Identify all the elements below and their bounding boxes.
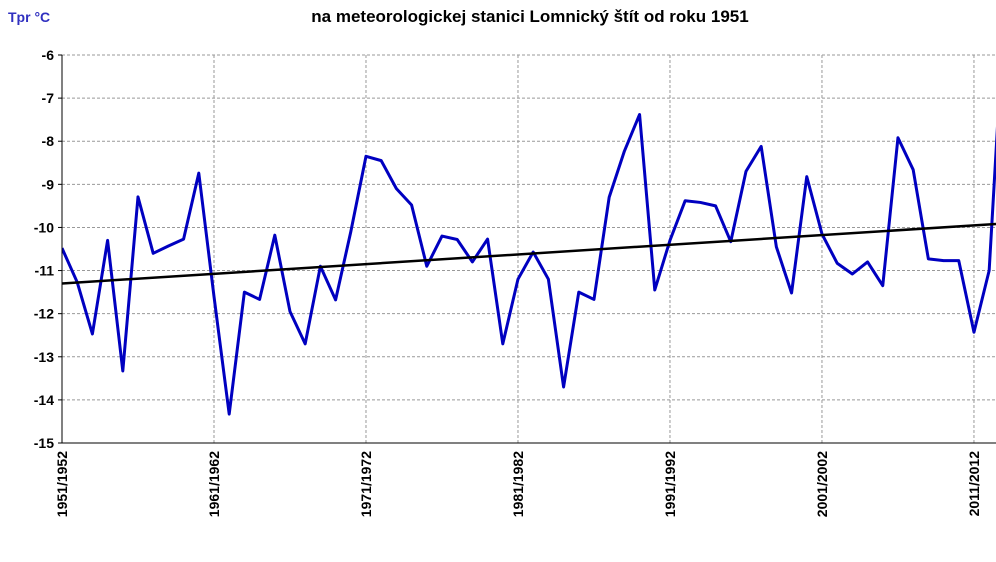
y-tick-label: -9 (42, 176, 55, 192)
x-tick-label: 1981/1982 (510, 451, 526, 517)
trend-line (62, 222, 996, 285)
grid (62, 54, 996, 444)
y-tick-label: -10 (34, 219, 54, 235)
y-tick-label: -6 (42, 47, 55, 63)
y-tick-label: -12 (34, 306, 54, 322)
chart-title: na meteorologickej stanici Lomnický štít… (311, 7, 748, 26)
y-axis-label: Tpr °C (8, 9, 50, 25)
x-tick-label: 2001/2002 (814, 451, 830, 517)
y-tick-label: -15 (34, 435, 54, 451)
y-tick-label: -13 (34, 349, 54, 365)
y-tick-label: -8 (42, 133, 55, 149)
y-tick-label: -11 (35, 263, 55, 279)
data-line (62, 112, 996, 416)
x-tick-label: 1991/1992 (662, 451, 678, 517)
y-tick-label: -7 (42, 90, 55, 106)
plot-area (62, 112, 996, 416)
y-tick-label: -14 (34, 392, 54, 408)
x-tick-label: 1951/1952 (54, 451, 70, 517)
x-tick-label: 1971/1972 (358, 451, 374, 517)
x-tick-label: 1961/1962 (206, 451, 222, 517)
x-tick-label: 2011/2012 (966, 451, 982, 517)
